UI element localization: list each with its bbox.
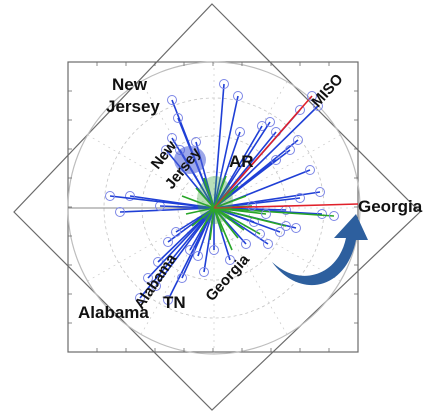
green-vector bbox=[213, 207, 335, 217]
blue-vector bbox=[109, 195, 215, 209]
blue-vector-marker bbox=[163, 237, 173, 247]
green-vector bbox=[213, 207, 261, 235]
blue-vector-marker bbox=[199, 267, 209, 277]
blue-vector-marker bbox=[185, 245, 195, 255]
label-alabama-outer: Alabama bbox=[78, 303, 149, 322]
blue-vector-marker bbox=[171, 227, 181, 237]
blue-vector bbox=[119, 207, 215, 213]
green-vector bbox=[213, 175, 227, 209]
blue-vector-marker bbox=[317, 209, 327, 219]
blue-vector bbox=[213, 105, 319, 209]
label-tn: TN bbox=[163, 293, 186, 312]
blue-vector-marker bbox=[315, 187, 325, 197]
blue-vector bbox=[213, 121, 271, 209]
grid-spoke bbox=[87, 134, 215, 209]
blue-vector-marker bbox=[305, 165, 315, 175]
green-vector bbox=[213, 207, 239, 239]
green-vector-marker bbox=[329, 211, 339, 221]
label-georgia-outer: Georgia bbox=[358, 197, 423, 216]
blue-vector-marker bbox=[275, 227, 285, 237]
green-vector bbox=[195, 187, 215, 209]
green-cluster bbox=[197, 176, 233, 224]
blue-vector-marker bbox=[313, 101, 323, 111]
blue-vector bbox=[147, 207, 215, 279]
blue-vector-marker bbox=[135, 293, 145, 303]
label-new-jersey-outer-1: New bbox=[112, 75, 148, 94]
green-vector bbox=[213, 207, 267, 215]
blue-vector-marker bbox=[293, 135, 303, 145]
blue-vector-marker bbox=[173, 113, 183, 123]
green-vector-marker bbox=[247, 201, 257, 211]
green-vector bbox=[191, 207, 215, 227]
blue-vector bbox=[213, 159, 277, 209]
green-vector bbox=[213, 207, 245, 231]
blue-vector-marker bbox=[161, 145, 171, 155]
rotated-frame bbox=[13, 3, 421, 411]
blue-vector-marker bbox=[191, 137, 201, 147]
blue-vector-marker bbox=[167, 133, 177, 143]
blue-vector-marker bbox=[295, 193, 305, 203]
blue-vector-marker bbox=[209, 245, 219, 255]
blue-vector-marker bbox=[105, 191, 115, 201]
blue-vector-marker bbox=[163, 295, 173, 305]
blue-vector-marker bbox=[193, 251, 203, 261]
blue-vector bbox=[213, 95, 239, 209]
blue-cluster bbox=[174, 146, 206, 174]
blue-vector-marker bbox=[225, 255, 235, 265]
blue-vector-marker bbox=[219, 79, 229, 89]
blue-vector-marker bbox=[271, 155, 281, 165]
blue-vector-marker bbox=[295, 105, 305, 115]
blue-vector-marker bbox=[263, 239, 273, 249]
green-vector-marker bbox=[261, 209, 271, 219]
red-vector-miso bbox=[213, 95, 313, 209]
blue-vector-marker bbox=[235, 127, 245, 137]
green-vector bbox=[213, 207, 287, 227]
blue-vector bbox=[181, 207, 215, 279]
red-vectors bbox=[213, 91, 359, 209]
red-vector-miso-marker bbox=[307, 91, 317, 101]
blue-vector-marker bbox=[241, 239, 251, 249]
blue-vector-marker bbox=[291, 223, 301, 233]
grid-spoke bbox=[213, 207, 288, 335]
green-vector bbox=[213, 195, 247, 209]
green-vector-marker bbox=[281, 221, 291, 231]
curved-arrow-icon bbox=[272, 214, 368, 286]
green-vector bbox=[203, 177, 215, 209]
blue-vector-marker bbox=[143, 273, 153, 283]
label-ar: AR bbox=[229, 152, 254, 171]
green-vector bbox=[213, 207, 223, 233]
blue-vector-marker bbox=[265, 117, 275, 127]
blue-vector bbox=[155, 207, 215, 287]
green-vector bbox=[185, 207, 215, 215]
blue-vector-marker bbox=[115, 207, 125, 217]
label-new-jersey-outer-2: Jersey bbox=[106, 97, 160, 116]
label-georgia-inner: Georgia bbox=[202, 251, 253, 305]
green-vector bbox=[181, 195, 215, 209]
blue-vector-marker bbox=[233, 91, 243, 101]
blue-vector-marker bbox=[125, 191, 135, 201]
blue-vector bbox=[197, 207, 215, 257]
grid-spoke bbox=[87, 207, 215, 282]
label-miso: MISO bbox=[308, 71, 347, 111]
red-vector-georgia bbox=[213, 203, 359, 209]
green-vector bbox=[209, 207, 215, 241]
blue-vector-marker bbox=[177, 273, 187, 283]
blue-vector-marker bbox=[151, 281, 161, 291]
blue-vector-marker bbox=[167, 95, 177, 105]
grid-spoke bbox=[213, 134, 341, 209]
green-vector bbox=[199, 207, 215, 233]
blue-vector bbox=[213, 83, 225, 209]
green-vector-marker bbox=[255, 229, 265, 239]
blue-vector bbox=[213, 197, 301, 209]
blue-vector-marker bbox=[285, 145, 295, 155]
blue-vector bbox=[175, 207, 215, 233]
